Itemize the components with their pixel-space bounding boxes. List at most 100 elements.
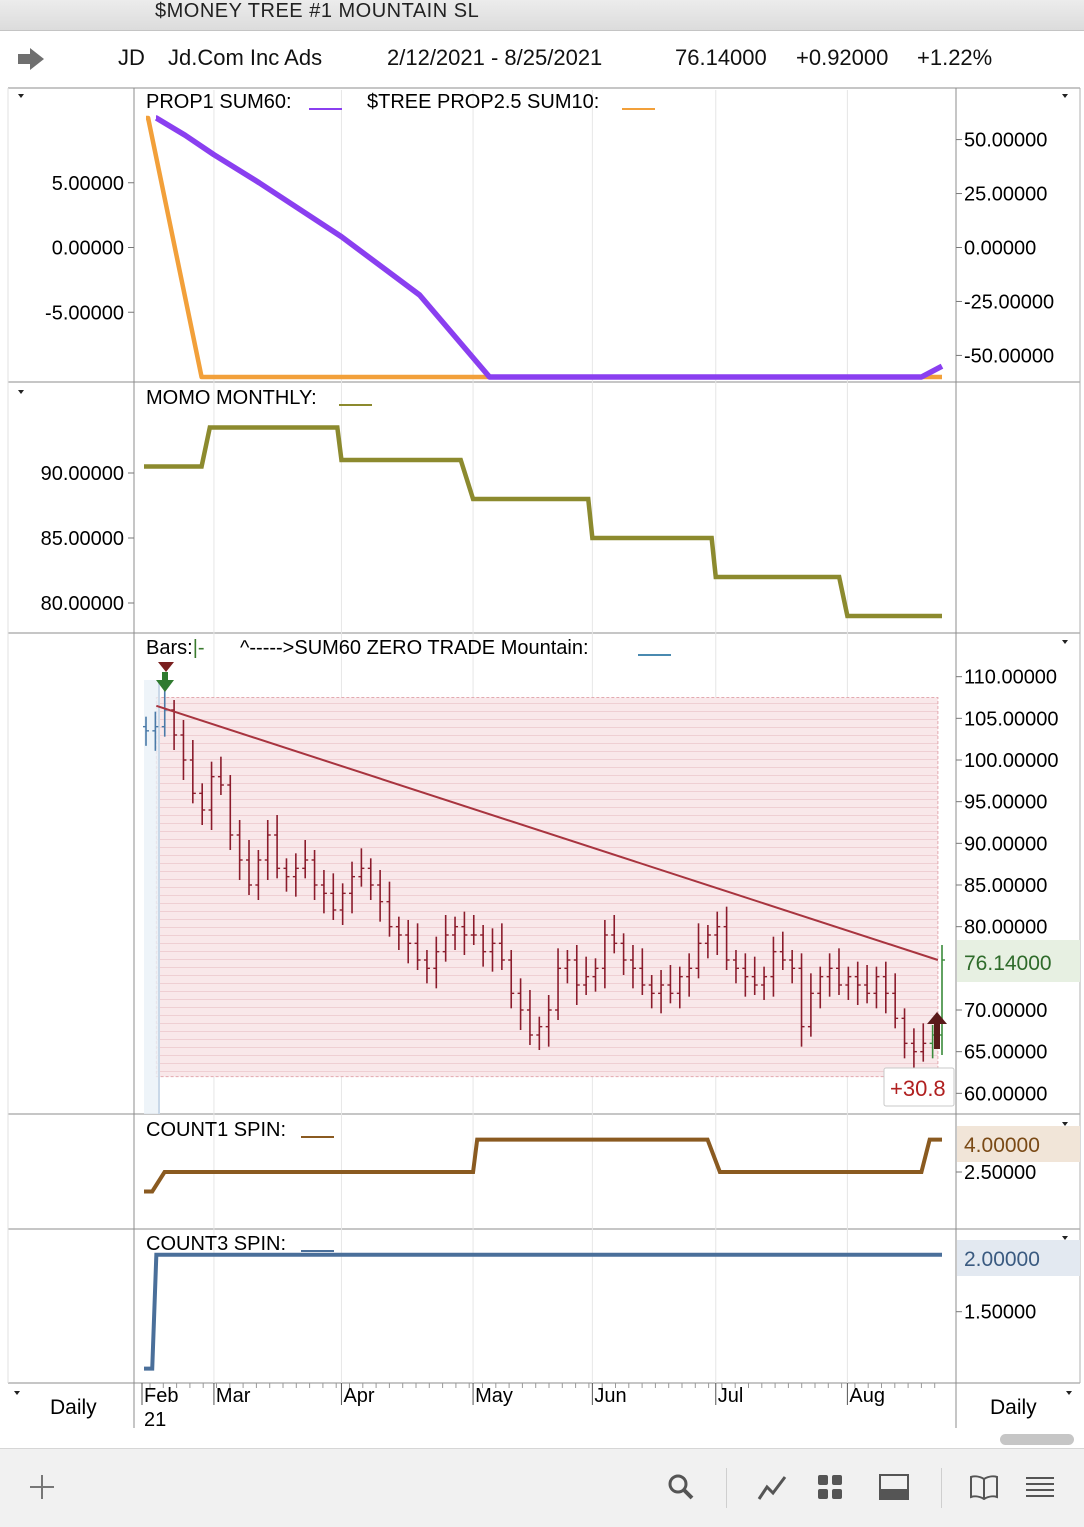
year-label: 21	[144, 1409, 166, 1431]
price-bar	[320, 870, 327, 914]
prop-left-tick-label: 5.00000	[52, 173, 124, 195]
date-axis[interactable]: Feb Mar Apr May Jun Jul Aug	[141, 1383, 936, 1407]
price-tick-label: 90.00000	[964, 833, 1047, 855]
count3-last-value: 2.00000	[964, 1248, 1040, 1271]
price-bar	[358, 848, 365, 887]
prop-right-tick-label: 0.00000	[964, 238, 1036, 260]
panel-menu-icon[interactable]	[1062, 640, 1068, 644]
prop-right-tick-label: -50.00000	[964, 345, 1054, 367]
horizontal-scrollbar[interactable]	[1000, 1434, 1074, 1445]
bars-label: Bars:|-	[146, 637, 205, 659]
month-label-feb: Feb	[144, 1385, 178, 1407]
price-bar	[601, 920, 608, 989]
panel-icon[interactable]	[877, 1470, 911, 1504]
price-tick-label: 80.00000	[964, 917, 1047, 939]
price-bar	[770, 936, 777, 997]
price-bar	[667, 965, 674, 1004]
count1-last-value: 4.00000	[964, 1134, 1040, 1157]
period-right[interactable]: Daily	[990, 1396, 1037, 1419]
price-bar	[536, 1016, 543, 1050]
price-bar	[189, 740, 196, 804]
price-change: +0.92000	[796, 45, 889, 70]
price-bar	[423, 950, 430, 984]
price-bar	[732, 950, 739, 984]
price-bar	[480, 925, 487, 967]
window-titlebar: $MONEY TREE #1 MOUNTAIN SL	[0, 0, 1084, 31]
count3-panel-label: COUNT3 SPIN:	[146, 1233, 286, 1255]
panel-menu-icon[interactable]	[18, 390, 24, 394]
search-icon[interactable]	[664, 1470, 698, 1504]
last-price-marker	[957, 940, 1080, 982]
plus-icon[interactable]	[25, 1470, 59, 1504]
toolbar-separator	[726, 1468, 727, 1508]
price-bar	[620, 933, 627, 975]
count1-last-marker	[957, 1126, 1080, 1162]
price-bar	[433, 936, 440, 989]
price-bars	[143, 690, 945, 1072]
price-bar	[236, 820, 243, 880]
panel-menu-icon[interactable]	[18, 94, 24, 98]
symbol[interactable]: JD	[118, 45, 145, 70]
price-bar	[377, 870, 384, 922]
period-menu-icon[interactable]	[1066, 1391, 1072, 1395]
pre-trade-band	[144, 680, 160, 1114]
momo-tick-label: 80.00000	[41, 593, 124, 615]
right-arrow-icon[interactable]	[16, 46, 46, 72]
price-tick-label: 60.00000	[964, 1083, 1047, 1105]
company-name: Jd.Com Inc Ads	[168, 45, 323, 70]
chart-canvas[interactable]: PROP1 SUM60: $TREE PROP2.5 SUM10: 5.0000…	[0, 0, 1084, 1448]
panel-menu-icon[interactable]	[1062, 1236, 1068, 1240]
book-icon[interactable]	[967, 1470, 1001, 1504]
price-bar	[882, 961, 889, 1014]
price-bar	[311, 850, 318, 900]
price-bar	[789, 950, 796, 984]
price-bar	[246, 840, 253, 895]
price-bar	[330, 873, 337, 920]
prop-right-tick-label: 50.00000	[964, 130, 1047, 152]
price-bar	[414, 923, 421, 970]
trade-result-box	[883, 1067, 955, 1107]
price-bar	[498, 923, 505, 970]
panel-menu-icon[interactable]	[1062, 94, 1068, 98]
month-label-aug: Aug	[849, 1385, 885, 1407]
price-bar	[826, 953, 833, 997]
price-bar	[629, 945, 636, 989]
month-label-jun: Jun	[594, 1385, 626, 1407]
line-chart-icon[interactable]	[755, 1470, 789, 1504]
panel-menu-icon[interactable]	[1062, 1122, 1068, 1126]
price-bar	[199, 783, 206, 825]
price-bar	[704, 925, 711, 959]
mountain-area	[155, 697, 939, 1078]
price-bar	[508, 950, 515, 1009]
price-change-pct: +1.22%	[917, 45, 993, 70]
prop-left-tick-label: 0.00000	[52, 238, 124, 260]
grid-icon[interactable]	[813, 1470, 847, 1504]
momo-tick-label: 85.00000	[41, 528, 124, 550]
count3-last-marker	[957, 1240, 1080, 1276]
price-bar	[292, 853, 299, 897]
price-tick-label: 105.00000	[964, 708, 1059, 730]
menu-icon[interactable]	[1023, 1470, 1057, 1504]
price-bar	[302, 840, 309, 879]
price-bar	[761, 966, 768, 1000]
price-bar	[817, 966, 824, 1009]
price-bar	[751, 956, 758, 995]
price-bar	[723, 906, 730, 970]
count1-tick-label: 2.50000	[964, 1162, 1036, 1184]
momo-tick-label: 90.00000	[41, 463, 124, 485]
price-bar	[910, 1028, 917, 1072]
price-bar	[845, 966, 852, 1000]
prop-right-tick-label: 25.00000	[964, 184, 1047, 206]
price-tick-label: 70.00000	[964, 1000, 1047, 1022]
period-menu-icon[interactable]	[14, 1391, 20, 1395]
price-bar	[835, 948, 842, 995]
price-bar	[405, 920, 412, 964]
period-left[interactable]: Daily	[50, 1396, 97, 1419]
count3-tick-label: 1.50000	[964, 1302, 1036, 1324]
price-bar	[555, 948, 562, 1020]
trade-result: +30.8	[890, 1076, 946, 1101]
date-range[interactable]: 2/12/2021 - 8/25/2021	[387, 45, 603, 70]
price-bar	[386, 881, 393, 937]
price-bar	[892, 973, 899, 1029]
price-tick-label: 85.00000	[964, 875, 1047, 897]
